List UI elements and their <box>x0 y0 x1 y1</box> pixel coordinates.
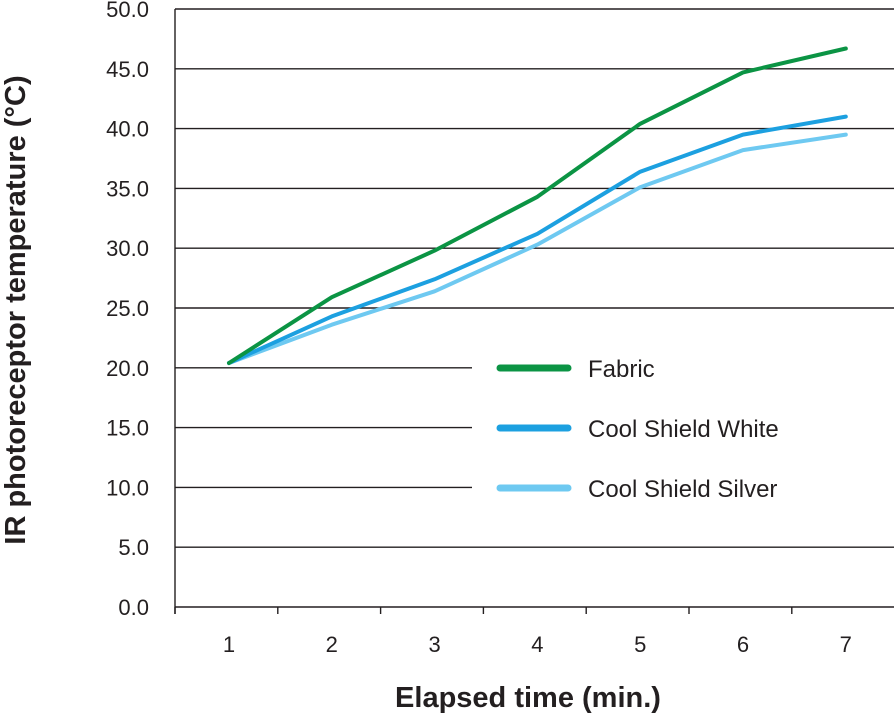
y-tick-label: 15.0 <box>106 416 149 441</box>
y-axis-title: IR photoreceptor temperature (°C) <box>0 75 32 544</box>
legend-label-cool-shield-white: Cool Shield White <box>588 416 779 443</box>
y-tick-label: 45.0 <box>106 57 149 82</box>
x-tick-labels: 1 2 3 4 5 6 7 <box>223 632 852 657</box>
legend-label-cool-shield-silver: Cool Shield Silver <box>588 476 777 503</box>
y-tick-label: 10.0 <box>106 475 149 500</box>
y-tick-label: 50.0 <box>106 0 149 22</box>
y-tick-label: 35.0 <box>106 176 149 201</box>
legend-label-fabric: Fabric <box>588 356 655 383</box>
x-tick-label: 7 <box>840 632 852 657</box>
x-axis-title: Elapsed time (min.) <box>395 682 661 714</box>
series-lines <box>227 46 848 365</box>
axes <box>174 9 894 614</box>
y-tick-label: 20.0 <box>106 356 149 381</box>
x-tick-label: 5 <box>634 632 646 657</box>
y-tick-label: 0.0 <box>118 595 149 620</box>
y-tick-label: 30.0 <box>106 236 149 261</box>
gridlines <box>175 8 894 548</box>
series-line-fabric <box>227 46 848 365</box>
series-line-cool-shield-white <box>227 114 848 365</box>
x-tick-label: 1 <box>223 632 235 657</box>
y-tick-labels: 0.0 5.0 10.0 15.0 20.0 25.0 30.0 35.0 40.0 45.0 50… <box>106 0 149 620</box>
x-tick-label: 4 <box>531 632 543 657</box>
series-line-cool-shield-silver <box>227 132 848 365</box>
x-tick-label: 6 <box>737 632 749 657</box>
y-tick-label: 5.0 <box>118 535 149 560</box>
y-tick-label: 40.0 <box>106 117 149 142</box>
legend: Fabric Cool Shield White Cool Shield Silve… <box>496 356 779 503</box>
y-tick-label: 25.0 <box>106 296 149 321</box>
x-tick-label: 3 <box>428 632 440 657</box>
x-tick-label: 2 <box>326 632 338 657</box>
